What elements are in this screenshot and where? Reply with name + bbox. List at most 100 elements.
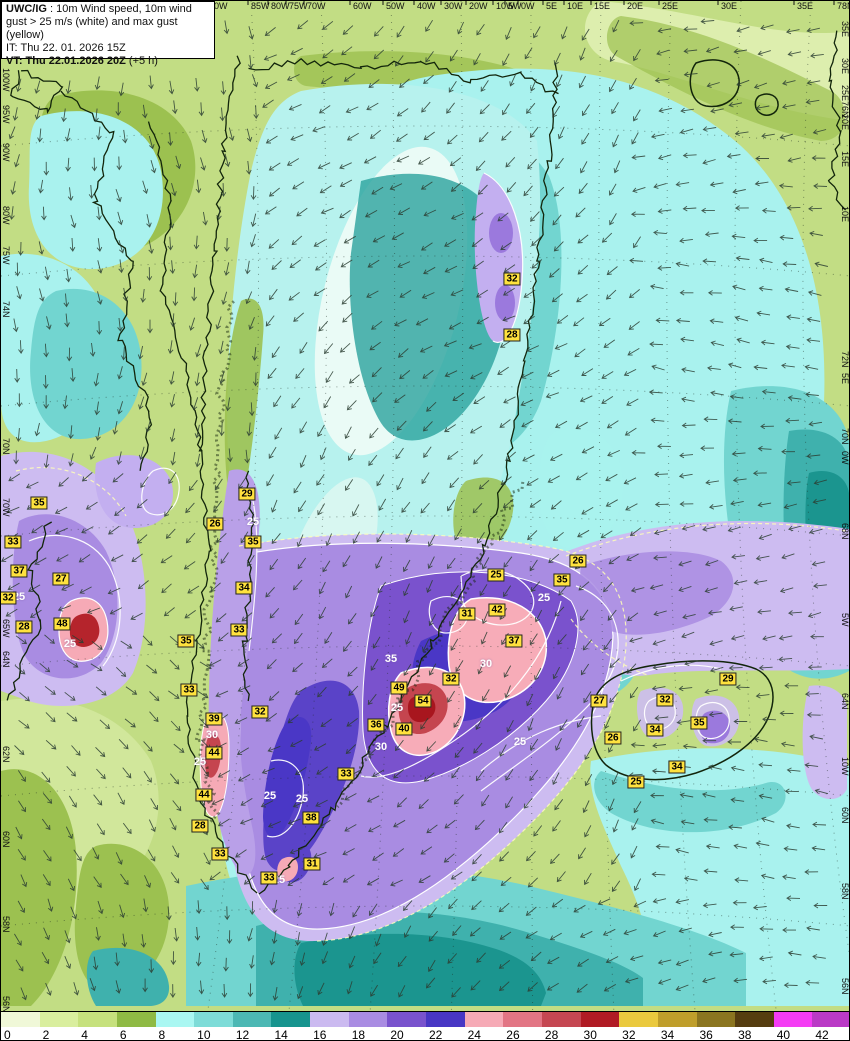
max-gust-label: 33 <box>4 535 22 549</box>
max-gust-label: 28 <box>191 819 209 833</box>
graticule-lines <box>1 1 849 1011</box>
gust-contour-label: 25 <box>193 756 207 768</box>
coastline <box>6 521 53 701</box>
max-gust-label: 31 <box>458 607 476 621</box>
top-axis-label: 5W <box>508 1 522 11</box>
max-gust-label: 33 <box>211 847 229 861</box>
top-axis-label: 85W <box>251 1 270 11</box>
max-gust-label: 27 <box>52 572 70 586</box>
max-gust-label: 34 <box>668 760 686 774</box>
left-axis-label: 74N <box>1 301 11 318</box>
colorbar-tick: 16 <box>313 1028 327 1041</box>
colorbar-cell <box>735 1012 774 1027</box>
colorbar-tick: 26 <box>506 1028 520 1041</box>
wind-arrow-field <box>1 18 829 1001</box>
top-axis-label: 35E <box>797 1 814 11</box>
colorbar-tick: 14 <box>274 1028 288 1041</box>
left-axis-label: 62N <box>1 746 11 763</box>
graticule-meridian <box>802 1 849 956</box>
top-axis-label: 0W <box>521 1 535 11</box>
right-axis-label: 10E <box>840 206 850 223</box>
coastline <box>147 121 203 452</box>
max-gust-label: 35 <box>553 573 571 587</box>
right-axis-label: 68N <box>840 523 850 540</box>
title-line-2: gust > 25 m/s (white) and max gust (yell… <box>6 16 178 41</box>
left-axis-label: 70W <box>1 498 11 517</box>
max-gust-label: 32 <box>1 591 17 605</box>
graticule-parallel <box>1 775 849 797</box>
graticule-meridian <box>666 1 696 1011</box>
colorbar-cell <box>232 1012 272 1027</box>
gust-contour-label: 30 <box>479 658 493 670</box>
right-axis-label: 0W <box>840 451 850 465</box>
right-axis-label: 5E <box>840 373 850 385</box>
top-axis-label: 20E <box>627 1 644 11</box>
left-axis-label: 75W <box>1 246 11 265</box>
max-gust-label: 25 <box>627 775 645 789</box>
colorbar-tick: 10 <box>197 1028 211 1041</box>
coastline <box>827 30 847 211</box>
max-gust-label: 29 <box>719 672 737 686</box>
colorbar-tick: 36 <box>699 1028 713 1041</box>
colorbar-tick: 22 <box>429 1028 443 1041</box>
graticule-meridian <box>530 1 534 1011</box>
top-axis-label: 10E <box>567 1 584 11</box>
max-gust-label: 35 <box>244 535 262 549</box>
gust-contour-label: 25 <box>263 790 277 802</box>
top-axis-label: 10W <box>496 1 515 11</box>
colorbar-tick: 28 <box>544 1028 559 1041</box>
right-axis-label: 56N <box>840 978 850 995</box>
gust-contour-label: 30 <box>374 741 388 753</box>
graticule-parallel <box>1 905 849 927</box>
colorbar-cell <box>773 1012 813 1027</box>
max-gust-label: 36 <box>367 718 385 732</box>
gust-contour-label: 25 <box>63 638 77 650</box>
colorbar-cell <box>271 1012 311 1027</box>
colorbar-tick: 34 <box>660 1028 675 1041</box>
graticule-parallel <box>1 515 849 537</box>
colorbar-cell <box>657 1012 697 1027</box>
max-gust-label: 49 <box>390 681 408 695</box>
max-gust-label: 48 <box>53 617 71 631</box>
colorbar-tick: 42 <box>815 1028 829 1041</box>
max-gust-label: 35 <box>690 716 708 730</box>
colorbar-tick: 24 <box>467 1028 481 1041</box>
colorbar-cell <box>194 1012 233 1027</box>
graticule-meridian <box>207 1 259 1011</box>
yellow-gust-contours <box>15 466 847 942</box>
colorbar-cell <box>580 1012 620 1027</box>
graticule-parallel <box>1 385 849 407</box>
max-gust-label: 35 <box>30 496 48 510</box>
top-axis-label: 5E <box>546 1 558 11</box>
left-axis-label: 95W <box>1 105 11 124</box>
graticule-meridian <box>288 1 328 1011</box>
max-gust-label: 31 <box>303 857 321 871</box>
colorbar-tick: 8 <box>158 1028 166 1041</box>
product-code: UWC/IG <box>6 3 47 15</box>
gust-contour-label: 25 <box>246 516 260 528</box>
top-axis-label: 60W <box>353 1 372 11</box>
colorbar-cell <box>310 1012 349 1027</box>
coastline <box>336 481 525 809</box>
gust-contour-label: 25 <box>295 793 309 805</box>
colorbar-tick: 32 <box>622 1028 636 1041</box>
gust-contour-label: 25 <box>513 736 527 748</box>
coastline <box>185 55 258 894</box>
coastline <box>241 470 257 702</box>
weather-map <box>1 1 849 1011</box>
max-gust-label: 27 <box>590 694 608 708</box>
max-gust-label: 54 <box>414 694 432 708</box>
max-gust-label: 26 <box>206 517 224 531</box>
top-axis-label: 30E <box>721 1 738 11</box>
init-time: IT: Thu 22. 01. 2026 15Z <box>6 42 126 54</box>
max-gust-label: 38 <box>302 811 320 825</box>
colorbar-cell <box>464 1012 504 1027</box>
right-axis-label: 10W <box>840 757 850 776</box>
colorbar-tick: 2 <box>42 1028 50 1041</box>
left-axis-label: 60N <box>1 831 11 848</box>
colorbar-tick: 4 <box>81 1028 88 1041</box>
max-gust-label: 44 <box>195 788 213 802</box>
max-gust-label: 42 <box>488 603 506 617</box>
colorbar-cell <box>812 1012 849 1027</box>
